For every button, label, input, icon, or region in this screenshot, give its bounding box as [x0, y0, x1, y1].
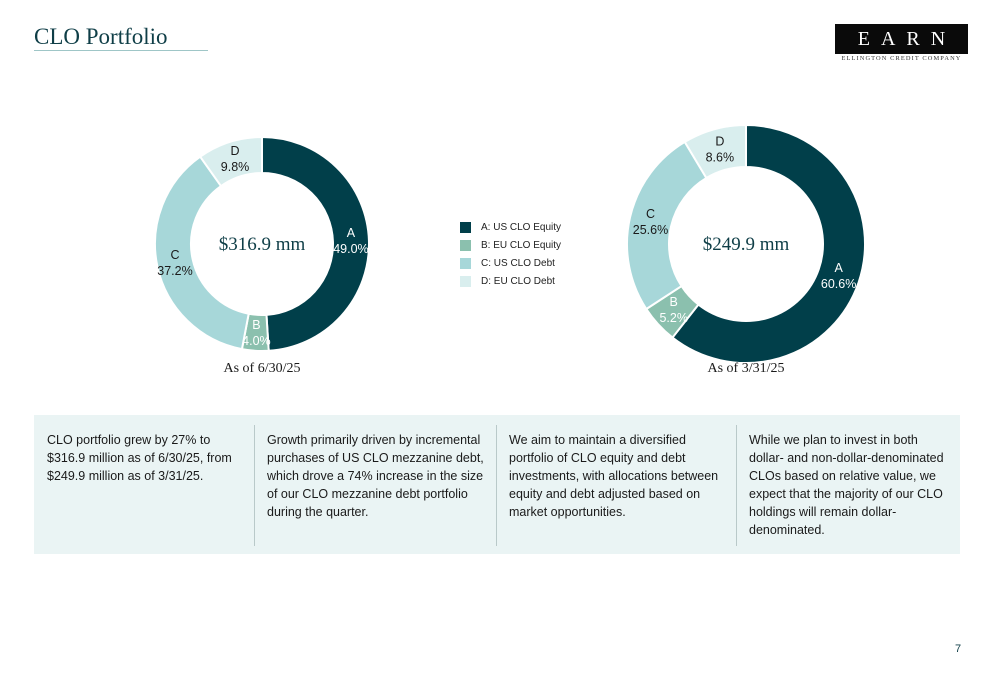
- slice-d: [198, 135, 263, 188]
- legend-label: D: EU CLO Debt: [481, 275, 555, 287]
- legend-label: C: US CLO Debt: [481, 257, 555, 269]
- chart-date-caption: As of 3/31/25: [708, 361, 785, 376]
- slice-value-label: 37.2%: [157, 264, 192, 278]
- legend-item-d: D: EU CLO Debt: [460, 272, 561, 290]
- slice-value-label: 60.6%: [821, 277, 856, 291]
- slice-letter-label: C: [646, 207, 655, 221]
- slice-a: [671, 123, 866, 364]
- slice-letter-label: B: [670, 295, 678, 309]
- legend-label: A: US CLO Equity: [481, 221, 562, 233]
- slice-value-label: 49.0%: [333, 242, 368, 256]
- info-column-growth: CLO portfolio grew by 27% to $316.9 mill…: [47, 433, 232, 483]
- slice-a: [261, 135, 370, 352]
- donut-center-total: $316.9 mm: [219, 234, 306, 255]
- title-underline: [34, 50, 208, 51]
- legend-swatch: [460, 257, 471, 269]
- slice-d: [683, 123, 747, 180]
- donut-center-total: $249.9 mm: [703, 234, 790, 255]
- info-panel: CLO portfolio grew by 27% to $316.9 mill…: [34, 415, 960, 554]
- legend-swatch: [460, 239, 471, 251]
- donut-charts: A 49.0% B 4.0% C 37.2% D 9.8% $316.9 mm As of 6/3…: [154, 123, 866, 376]
- page-title: CLO Portfolio: [34, 24, 168, 49]
- slice-letter-label: A: [834, 261, 843, 275]
- slice-letter-label: D: [231, 144, 240, 158]
- chart-date-caption: As of 6/30/25: [224, 361, 301, 376]
- page-number: 7: [955, 643, 962, 655]
- info-column-drivers: Growth primarily driven by incremental p…: [254, 415, 496, 554]
- legend-label: B: EU CLO Equity: [481, 239, 562, 251]
- slice-letter-label: D: [715, 135, 724, 149]
- slice-c: [154, 155, 250, 351]
- logo-wordmark: EARN: [857, 27, 957, 50]
- legend-swatch: [460, 221, 471, 233]
- legend-item-a: A: US CLO Equity: [460, 218, 561, 236]
- info-column-currency: While we plan to invest in both dollar- …: [736, 415, 960, 554]
- slice-letter-label: A: [347, 226, 356, 240]
- legend-swatch: [460, 275, 471, 287]
- slice-value-label: 5.2%: [659, 311, 688, 325]
- donut-chart-2: A 60.6% B 5.2% C 25.6% D 8.6% $249.9 mm As of 3/3…: [626, 123, 866, 376]
- earn-logo: EARN: [835, 24, 968, 54]
- legend-item-c: C: US CLO Debt: [460, 254, 561, 272]
- slice-value-label: 9.8%: [221, 160, 250, 174]
- legend-item-b: B: EU CLO Equity: [460, 236, 561, 254]
- logo-subtitle: ELLINGTON CREDIT COMPANY: [841, 55, 962, 62]
- slice-value-label: 4.0%: [242, 334, 271, 348]
- slice-letter-label: B: [252, 318, 260, 332]
- slice-value-label: 25.6%: [633, 223, 668, 237]
- slice-letter-label: C: [171, 248, 180, 262]
- donut-chart-1: A 49.0% B 4.0% C 37.2% D 9.8% $316.9 mm As of 6/3…: [154, 135, 370, 376]
- slice-value-label: 8.6%: [706, 151, 735, 165]
- slice-c: [626, 140, 708, 311]
- info-column-strategy: We aim to maintain a diversified portfol…: [496, 415, 736, 554]
- chart-legend: A: US CLO Equity B: EU CLO Equity C: US CL…: [460, 218, 561, 290]
